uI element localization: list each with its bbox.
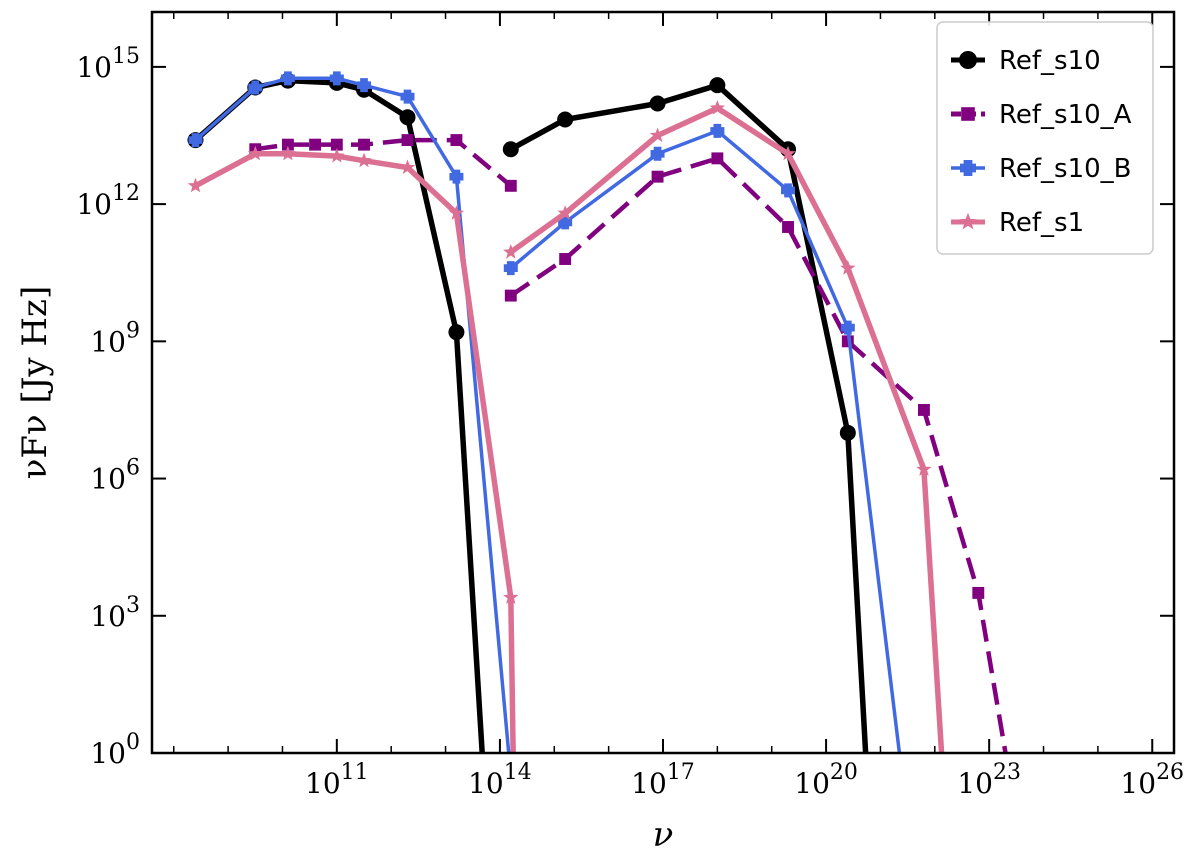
legend-entry: Ref_s10_A (951, 100, 1132, 130)
legend-label: Ref_s10_A (999, 100, 1132, 130)
legend-entry: Ref_s1 (951, 208, 1084, 238)
legend-box (936, 21, 1154, 255)
data-point (187, 177, 204, 193)
data-point (780, 145, 796, 161)
data-point (782, 221, 794, 233)
series-line (509, 82, 869, 753)
series-ref-s10 (187, 72, 869, 753)
series-line (509, 105, 945, 753)
data-point (839, 424, 856, 441)
legend-label: Ref_s10_B (999, 154, 1132, 184)
x-tick-label: 1014 (468, 760, 532, 800)
data-point (649, 127, 666, 142)
data-point (450, 134, 463, 147)
data-point (840, 260, 856, 275)
data-point (330, 138, 343, 151)
y-tick-label: 1012 (76, 181, 140, 221)
data-point (557, 111, 574, 128)
axis-layer: 1011 1014 1017 1020 1023 1026 100 103 106 109 1012… (15, 10, 1184, 855)
data-point (448, 205, 465, 220)
series-line (509, 156, 1008, 753)
series-layer (187, 71, 1008, 753)
data-point (329, 71, 344, 86)
data-point (709, 77, 726, 94)
data-point (961, 107, 975, 121)
data-point (959, 51, 977, 69)
data-point (329, 148, 345, 163)
series-line (193, 77, 485, 753)
data-point (503, 261, 518, 276)
x-tick-label: 1011 (305, 760, 369, 800)
data-point (309, 138, 322, 151)
data-point (651, 170, 664, 183)
data-point (972, 586, 985, 599)
data-point (709, 100, 725, 115)
legend: Ref_s10 Ref_s10_A Ref_s10_B Ref_s1 (936, 21, 1154, 255)
x-axis-label: ν (653, 815, 674, 855)
legend-entry: Ref_s10_B (951, 154, 1132, 184)
data-point (959, 212, 977, 230)
data-point (449, 169, 464, 184)
data-point (248, 80, 263, 95)
y-tick-label: 106 (90, 456, 140, 496)
data-point (649, 95, 666, 112)
legend-label: Ref_s10 (999, 46, 1101, 76)
data-point (188, 133, 203, 148)
data-point (356, 152, 372, 168)
data-point (400, 89, 415, 104)
y-tick-label: 103 (90, 593, 140, 633)
data-point (504, 289, 517, 302)
y-tick-label: 1015 (76, 44, 140, 84)
data-point (280, 145, 296, 161)
data-point (399, 159, 416, 174)
data-point (280, 71, 295, 86)
data-point (503, 244, 519, 259)
data-point (247, 145, 263, 161)
data-point (559, 253, 572, 265)
data-point (503, 589, 519, 604)
x-tick-label: 1026 (1120, 760, 1184, 800)
data-point (557, 205, 573, 220)
data-point (711, 152, 724, 165)
x-tick-label: 1020 (794, 760, 858, 800)
data-point (399, 109, 416, 126)
data-point (357, 78, 372, 93)
y-axis-label: νFν [Jy Hz] (15, 286, 55, 479)
data-point (502, 141, 519, 158)
data-point (358, 138, 370, 151)
y-tick-label: 109 (90, 318, 140, 358)
data-point (916, 461, 932, 476)
series-ref-s1 (187, 100, 945, 753)
legend-label: Ref_s1 (999, 208, 1084, 238)
data-point (448, 324, 465, 341)
series-ref-s10-a (249, 134, 1008, 753)
data-point (281, 138, 294, 151)
x-tick-label: 1023 (957, 760, 1021, 800)
data-point (401, 134, 414, 147)
y-tick-label: 100 (90, 730, 140, 770)
x-tick-label: 1017 (631, 760, 695, 800)
data-point (504, 179, 517, 192)
series-ref-s10-b (188, 71, 902, 753)
data-point (710, 123, 725, 138)
data-point (650, 146, 665, 161)
series-line (509, 129, 902, 753)
data-point (917, 403, 930, 416)
data-point (960, 160, 976, 176)
legend-entry: Ref_s10 (951, 46, 1101, 76)
data-point (781, 183, 796, 198)
data-point (840, 320, 855, 335)
